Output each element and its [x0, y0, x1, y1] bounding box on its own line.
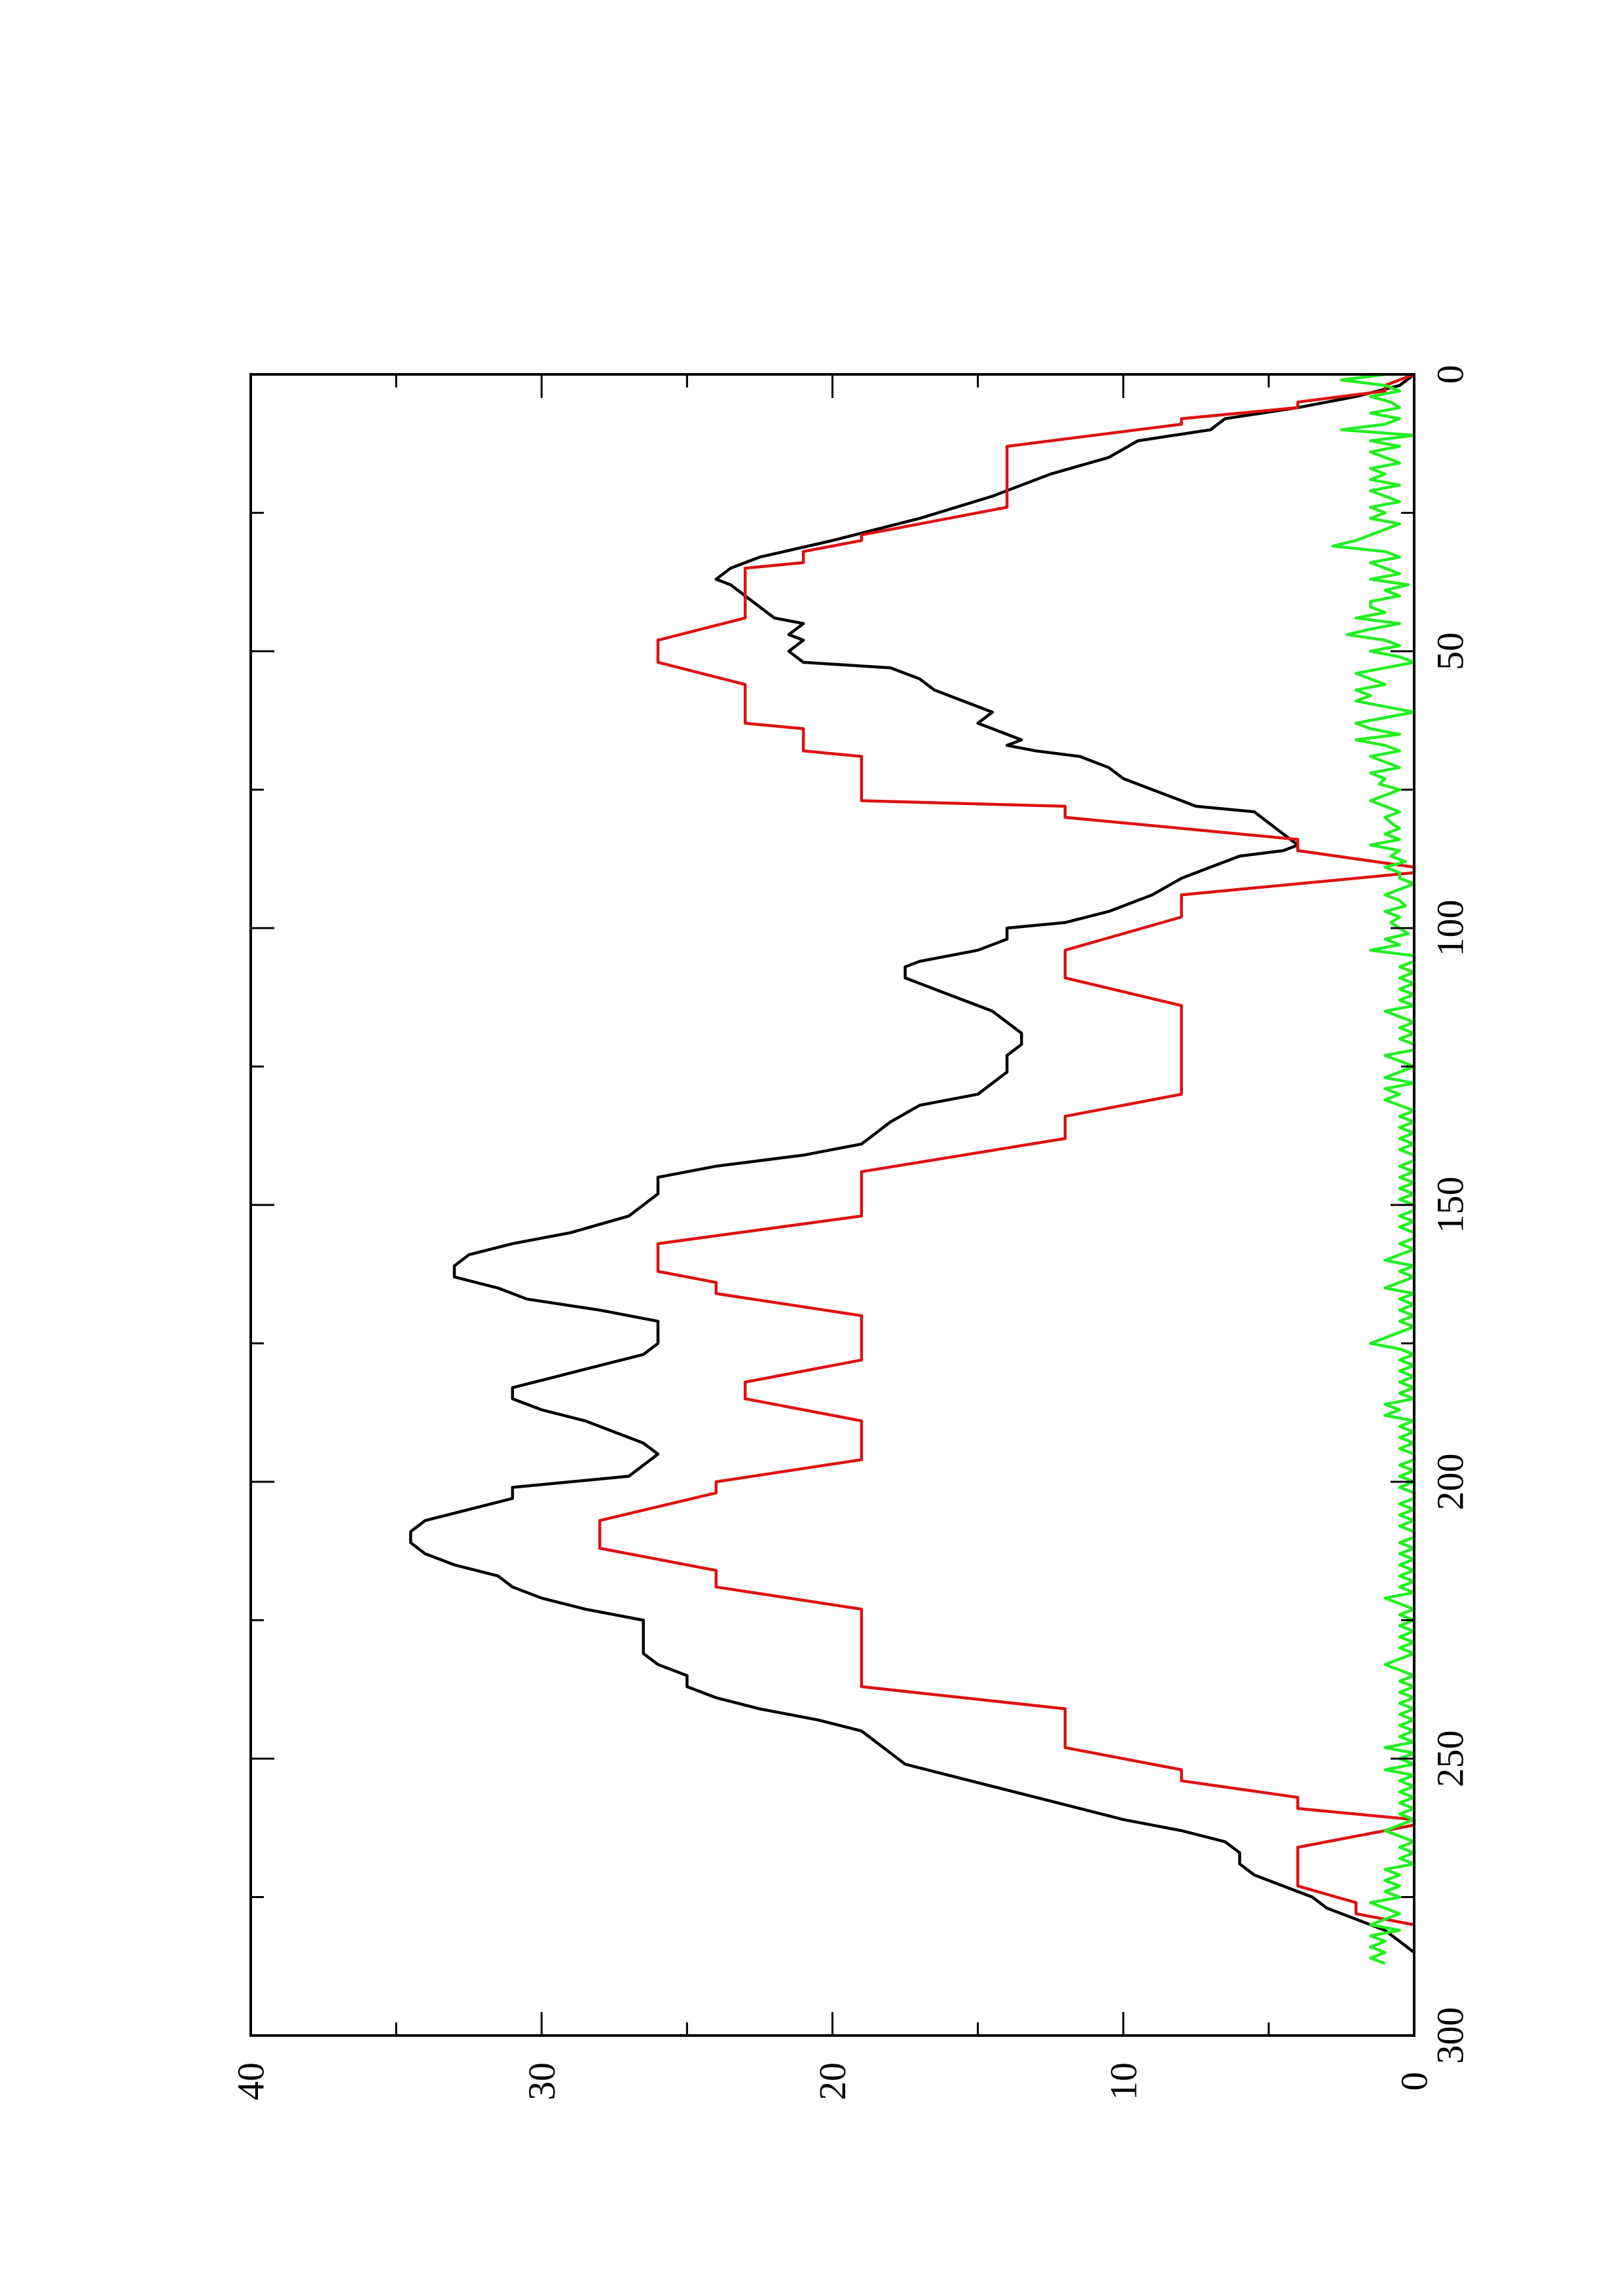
x-tick-label: 0 [1429, 365, 1472, 384]
x-tick-label: 50 [1429, 632, 1472, 670]
series-layer [409, 372, 1416, 1965]
y-tick-label: 10 [1102, 2062, 1144, 2100]
x-tick-label: 200 [1429, 1454, 1472, 1511]
ticks-layer [249, 373, 1415, 2037]
labels-layer: 0 50 100 150 200 250 300 0 10 20 30 40 [230, 365, 1472, 2101]
series-red-line [598, 372, 1416, 1927]
x-tick-label: 300 [1429, 2007, 1472, 2064]
y-tick-label: 30 [520, 2062, 563, 2100]
series-green-line [1331, 372, 1416, 1965]
x-tick-label: 150 [1429, 1177, 1472, 1234]
y-tick-label: 0 [1393, 2072, 1436, 2091]
y-tick-label: 20 [811, 2062, 854, 2100]
series-black-line [409, 373, 1415, 1954]
x-tick-label: 250 [1429, 1731, 1472, 1787]
plot-frame [249, 373, 1415, 2037]
x-tick-label: 100 [1429, 900, 1472, 957]
y-tick-label: 40 [230, 2062, 272, 2100]
